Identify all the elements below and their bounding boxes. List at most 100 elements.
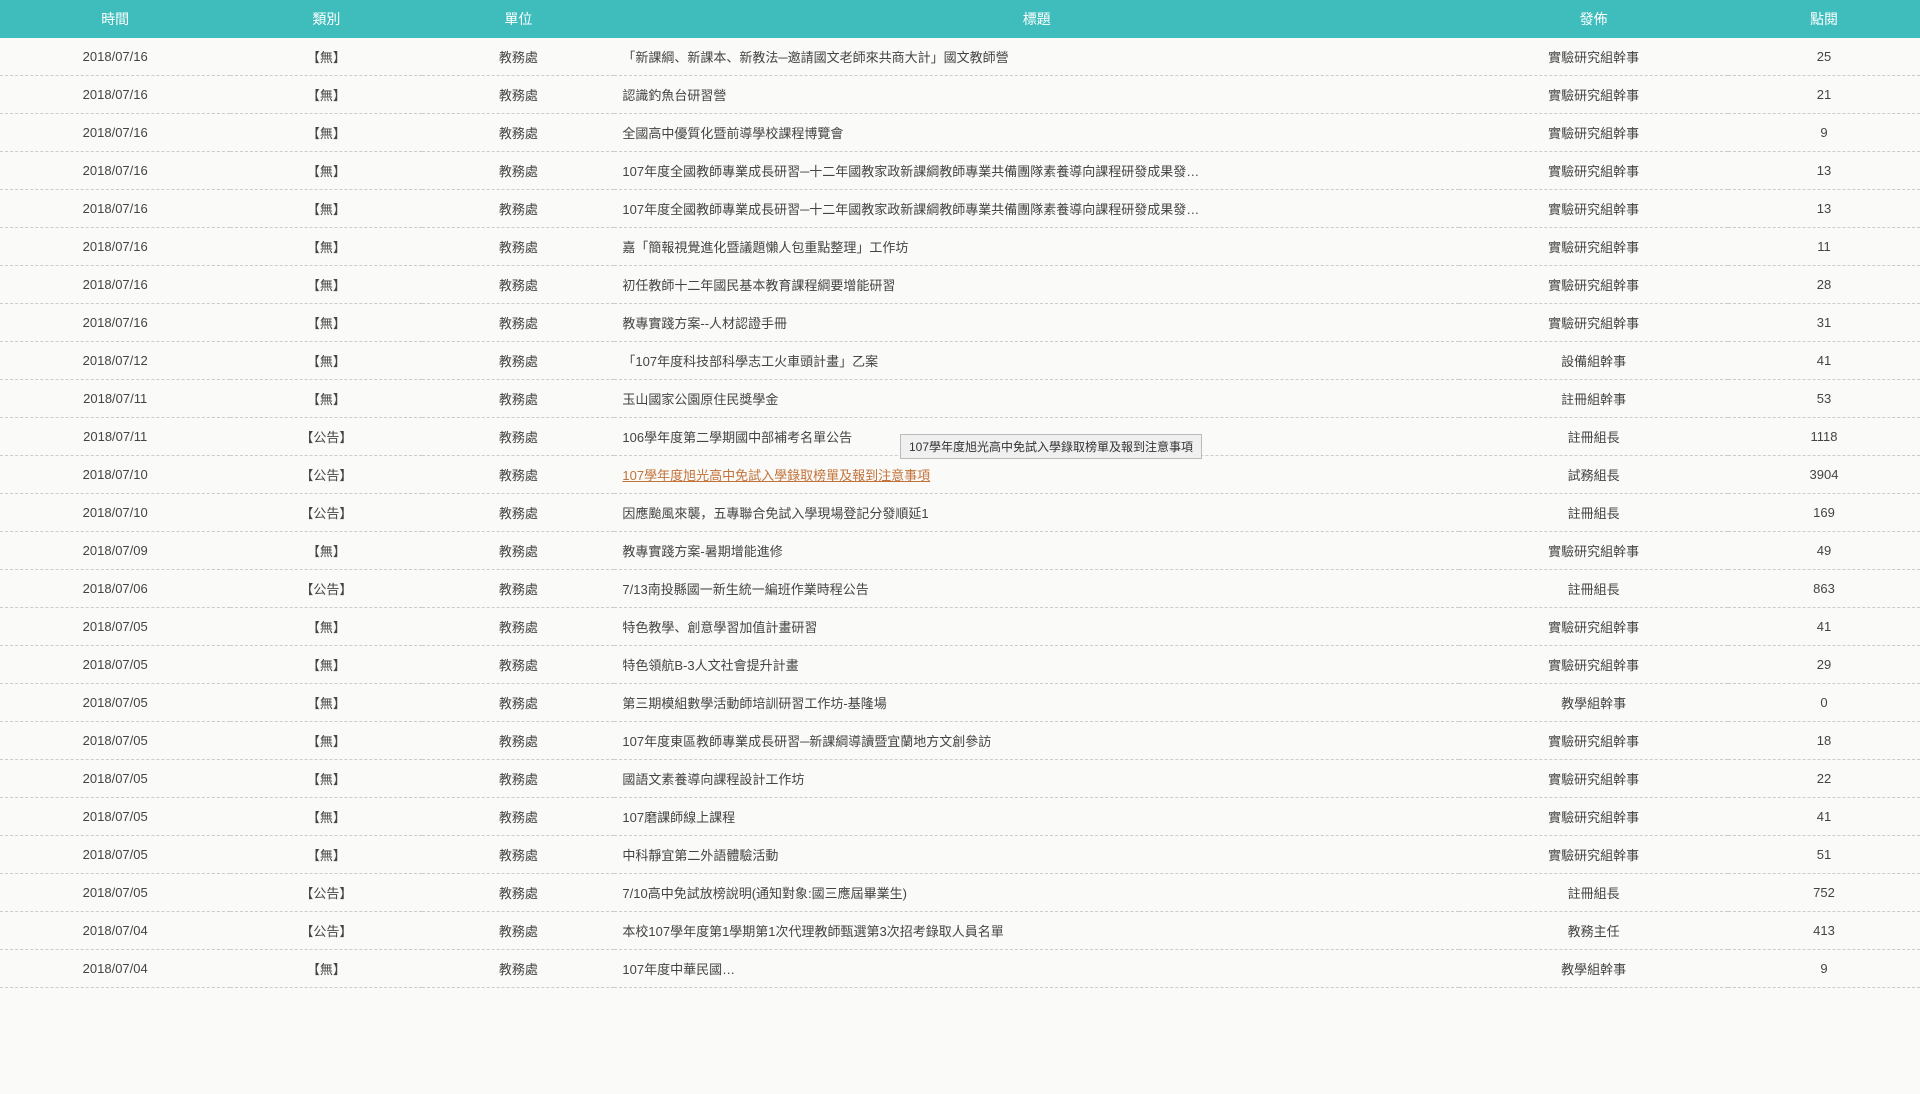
cell-publisher: 實驗研究組幹事 [1459, 798, 1728, 836]
header-department[interactable]: 單位 [422, 0, 614, 38]
cell-publisher: 實驗研究組幹事 [1459, 646, 1728, 684]
cell-category: 【無】 [230, 798, 422, 836]
cell-views: 9 [1728, 950, 1920, 988]
cell-publisher: 試務組長 [1459, 456, 1728, 494]
table-row: 2018/07/05【無】教務處107年度東區教師專業成長研習─新課綱導讀暨宜蘭… [0, 722, 1920, 760]
header-time[interactable]: 時間 [0, 0, 230, 38]
cell-publisher: 實驗研究組幹事 [1459, 266, 1728, 304]
cell-title: 教專實踐方案--人材認證手冊 [614, 304, 1459, 342]
cell-publisher: 註冊組長 [1459, 418, 1728, 456]
cell-publisher: 實驗研究組幹事 [1459, 532, 1728, 570]
cell-title: 認識釣魚台研習營 [614, 76, 1459, 114]
cell-category: 【公告】 [230, 570, 422, 608]
cell-time: 2018/07/04 [0, 912, 230, 950]
title-link[interactable]: 107年度全國教師專業成長研習─十二年國教家政新課綱教師專業共備團隊素養導向課程… [622, 164, 1199, 179]
cell-department: 教務處 [422, 190, 614, 228]
table-row: 2018/07/16【無】教務處107年度全國教師專業成長研習─十二年國教家政新… [0, 190, 1920, 228]
title-link[interactable]: 「107年度科技部科學志工火車頭計畫」乙案 [622, 354, 878, 369]
cell-publisher: 實驗研究組幹事 [1459, 114, 1728, 152]
cell-views: 752 [1728, 874, 1920, 912]
table-row: 2018/07/05【無】教務處國語文素養導向課程設計工作坊實驗研究組幹事22 [0, 760, 1920, 798]
title-link[interactable]: 7/13南投縣國一新生統一編班作業時程公告 [622, 582, 868, 597]
cell-views: 169 [1728, 494, 1920, 532]
cell-department: 教務處 [422, 152, 614, 190]
cell-publisher: 實驗研究組幹事 [1459, 608, 1728, 646]
title-link[interactable]: 玉山國家公園原住民獎學金 [622, 392, 778, 407]
title-link[interactable]: 7/10高中免試放榜說明(通知對象:國三應屆畢業生) [622, 886, 907, 901]
cell-department: 教務處 [422, 266, 614, 304]
cell-category: 【公告】 [230, 912, 422, 950]
title-link[interactable]: 全國高中優質化暨前導學校課程博覽會 [622, 126, 843, 141]
cell-publisher: 實驗研究組幹事 [1459, 152, 1728, 190]
cell-title: 教專實踐方案-暑期增能進修 [614, 532, 1459, 570]
table-row: 2018/07/16【無】教務處認識釣魚台研習營實驗研究組幹事21 [0, 76, 1920, 114]
cell-category: 【無】 [230, 646, 422, 684]
title-link[interactable]: 初任教師十二年國民基本教育課程綱要增能研習 [622, 278, 895, 293]
header-publisher[interactable]: 發佈 [1459, 0, 1728, 38]
cell-title: 7/13南投縣國一新生統一編班作業時程公告 [614, 570, 1459, 608]
cell-title: 「107年度科技部科學志工火車頭計畫」乙案 [614, 342, 1459, 380]
title-link[interactable]: 特色領航B-3人文社會提升計畫 [622, 658, 798, 673]
title-link[interactable]: 107年度中華民國… [622, 962, 735, 977]
cell-publisher: 教務主任 [1459, 912, 1728, 950]
cell-views: 53 [1728, 380, 1920, 418]
title-link[interactable]: 第三期模組數學活動師培訓研習工作坊-基隆場 [622, 696, 886, 711]
title-link[interactable]: 教專實踐方案-暑期增能進修 [622, 544, 782, 559]
title-link[interactable]: 「新課綱、新課本、新教法─邀請國文老師來共商大計」國文教師營 [622, 50, 1008, 65]
header-title[interactable]: 標題 [614, 0, 1459, 38]
cell-department: 教務處 [422, 114, 614, 152]
cell-views: 9 [1728, 114, 1920, 152]
cell-title: 107學年度旭光高中免試入學錄取榜單及報到注意事項 [614, 456, 1459, 494]
title-link[interactable]: 因應颱風來襲，五專聯合免試入學現場登記分發順延1 [622, 506, 928, 521]
cell-department: 教務處 [422, 760, 614, 798]
cell-time: 2018/07/05 [0, 684, 230, 722]
title-link[interactable]: 107學年度旭光高中免試入學錄取榜單及報到注意事項 [622, 468, 930, 483]
table-row: 2018/07/06【公告】教務處7/13南投縣國一新生統一編班作業時程公告註冊… [0, 570, 1920, 608]
table-row: 2018/07/10【公告】教務處107學年度旭光高中免試入學錄取榜單及報到注意… [0, 456, 1920, 494]
cell-views: 413 [1728, 912, 1920, 950]
title-link[interactable]: 認識釣魚台研習營 [622, 88, 726, 103]
cell-title: 國語文素養導向課程設計工作坊 [614, 760, 1459, 798]
cell-publisher: 實驗研究組幹事 [1459, 76, 1728, 114]
title-link[interactable]: 中科靜宜第二外語體驗活動 [622, 848, 778, 863]
cell-time: 2018/07/05 [0, 874, 230, 912]
cell-department: 教務處 [422, 342, 614, 380]
cell-time: 2018/07/05 [0, 722, 230, 760]
cell-views: 51 [1728, 836, 1920, 874]
cell-views: 41 [1728, 798, 1920, 836]
cell-time: 2018/07/06 [0, 570, 230, 608]
cell-title: 107年度全國教師專業成長研習─十二年國教家政新課綱教師專業共備團隊素養導向課程… [614, 190, 1459, 228]
cell-title: 初任教師十二年國民基本教育課程綱要增能研習 [614, 266, 1459, 304]
header-views[interactable]: 點閱 [1728, 0, 1920, 38]
cell-department: 教務處 [422, 912, 614, 950]
table-row: 2018/07/16【無】教務處全國高中優質化暨前導學校課程博覽會實驗研究組幹事… [0, 114, 1920, 152]
cell-category: 【無】 [230, 722, 422, 760]
title-link[interactable]: 107年度全國教師專業成長研習─十二年國教家政新課綱教師專業共備團隊素養導向課程… [622, 202, 1199, 217]
title-link[interactable]: 本校107學年度第1學期第1次代理教師甄選第3次招考錄取人員名單 [622, 924, 1003, 939]
cell-title: 107年度中華民國… [614, 950, 1459, 988]
cell-category: 【公告】 [230, 874, 422, 912]
cell-time: 2018/07/10 [0, 456, 230, 494]
cell-publisher: 教學組幹事 [1459, 684, 1728, 722]
cell-category: 【無】 [230, 114, 422, 152]
cell-department: 教務處 [422, 38, 614, 76]
table-row: 2018/07/10【公告】教務處因應颱風來襲，五專聯合免試入學現場登記分發順延… [0, 494, 1920, 532]
title-link[interactable]: 國語文素養導向課程設計工作坊 [622, 772, 804, 787]
title-link[interactable]: 教專實踐方案--人材認證手冊 [622, 316, 787, 331]
header-category[interactable]: 類別 [230, 0, 422, 38]
title-link[interactable]: 107磨課師線上課程 [622, 810, 735, 825]
table-row: 2018/07/05【無】教務處中科靜宜第二外語體驗活動實驗研究組幹事51 [0, 836, 1920, 874]
cell-time: 2018/07/16 [0, 38, 230, 76]
cell-time: 2018/07/16 [0, 304, 230, 342]
cell-views: 41 [1728, 608, 1920, 646]
cell-views: 25 [1728, 38, 1920, 76]
title-link[interactable]: 嘉「簡報視覺進化暨議題懶人包重點整理」工作坊 [622, 240, 908, 255]
title-link[interactable]: 106學年度第二學期國中部補考名單公告 [622, 430, 852, 445]
cell-publisher: 實驗研究組幹事 [1459, 304, 1728, 342]
cell-publisher: 註冊組長 [1459, 874, 1728, 912]
title-link[interactable]: 特色教學、創意學習加值計畫研習 [622, 620, 817, 635]
cell-category: 【無】 [230, 266, 422, 304]
cell-department: 教務處 [422, 76, 614, 114]
cell-views: 29 [1728, 646, 1920, 684]
title-link[interactable]: 107年度東區教師專業成長研習─新課綱導讀暨宜蘭地方文創參訪 [622, 734, 991, 749]
